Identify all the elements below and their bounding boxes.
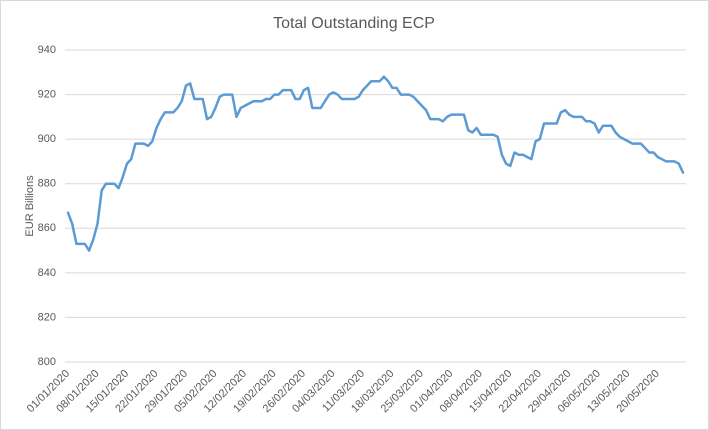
y-tick-label: 800	[38, 356, 56, 368]
y-tick-label: 900	[38, 133, 56, 145]
y-tick-label: 920	[38, 88, 56, 100]
y-tick-label: 860	[38, 222, 56, 234]
y-tick-label: 880	[38, 178, 56, 190]
data-line	[66, 75, 685, 252]
chart-title: Total Outstanding ECP	[273, 15, 435, 32]
y-axis-title: EUR Billions	[24, 175, 36, 237]
y-tick-label: 820	[38, 311, 56, 323]
y-tick-label: 840	[38, 267, 56, 279]
y-tick-label: 940	[38, 44, 56, 56]
